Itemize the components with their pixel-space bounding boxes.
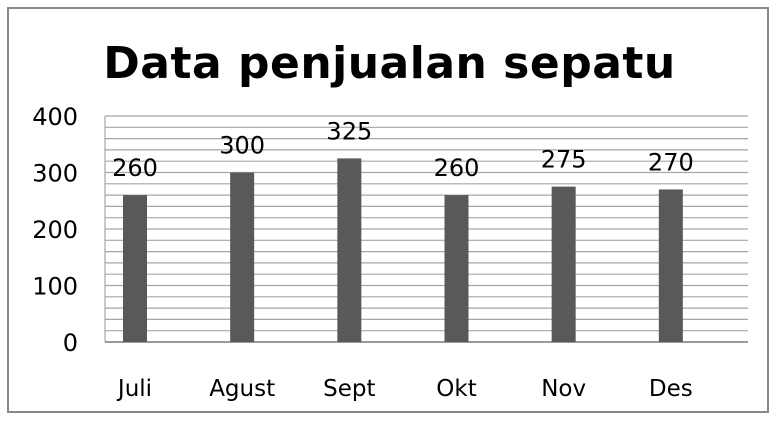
y-tick-label: 100 [32, 273, 78, 301]
data-labels: 260 300 325 260 275 270 [112, 117, 694, 182]
y-tick-label: 0 [63, 329, 78, 357]
data-label: 325 [326, 117, 372, 145]
y-tick-label: 400 [32, 103, 78, 131]
data-label: 300 [219, 132, 265, 160]
x-tick-label: Juli [116, 376, 152, 402]
bar-okt [444, 195, 469, 342]
grid-lines [105, 115, 748, 343]
y-tick-label: 200 [32, 216, 78, 244]
data-label: 270 [648, 148, 694, 176]
bar-nov [551, 186, 576, 342]
bars [123, 158, 683, 342]
data-label: 260 [434, 154, 480, 182]
y-tick-labels: 0 100 200 300 400 [32, 103, 78, 357]
data-label: 260 [112, 154, 158, 182]
x-tick-label: Nov [541, 376, 586, 402]
x-tick-labels: Juli Agust Sept Okt Nov Des [116, 376, 693, 402]
y-tick-label: 300 [32, 160, 78, 188]
bar-sept [337, 158, 362, 342]
bar-juli [123, 195, 147, 342]
x-tick-label: Agust [209, 376, 275, 402]
x-tick-label: Sept [323, 376, 375, 402]
bar-agust [230, 172, 255, 342]
data-label: 275 [541, 146, 587, 174]
bar-des [658, 189, 683, 342]
chart-title: Data penjualan sepatu [103, 38, 676, 89]
x-tick-label: Okt [436, 376, 476, 402]
axes [104, 116, 748, 343]
x-tick-label: Des [649, 376, 693, 402]
